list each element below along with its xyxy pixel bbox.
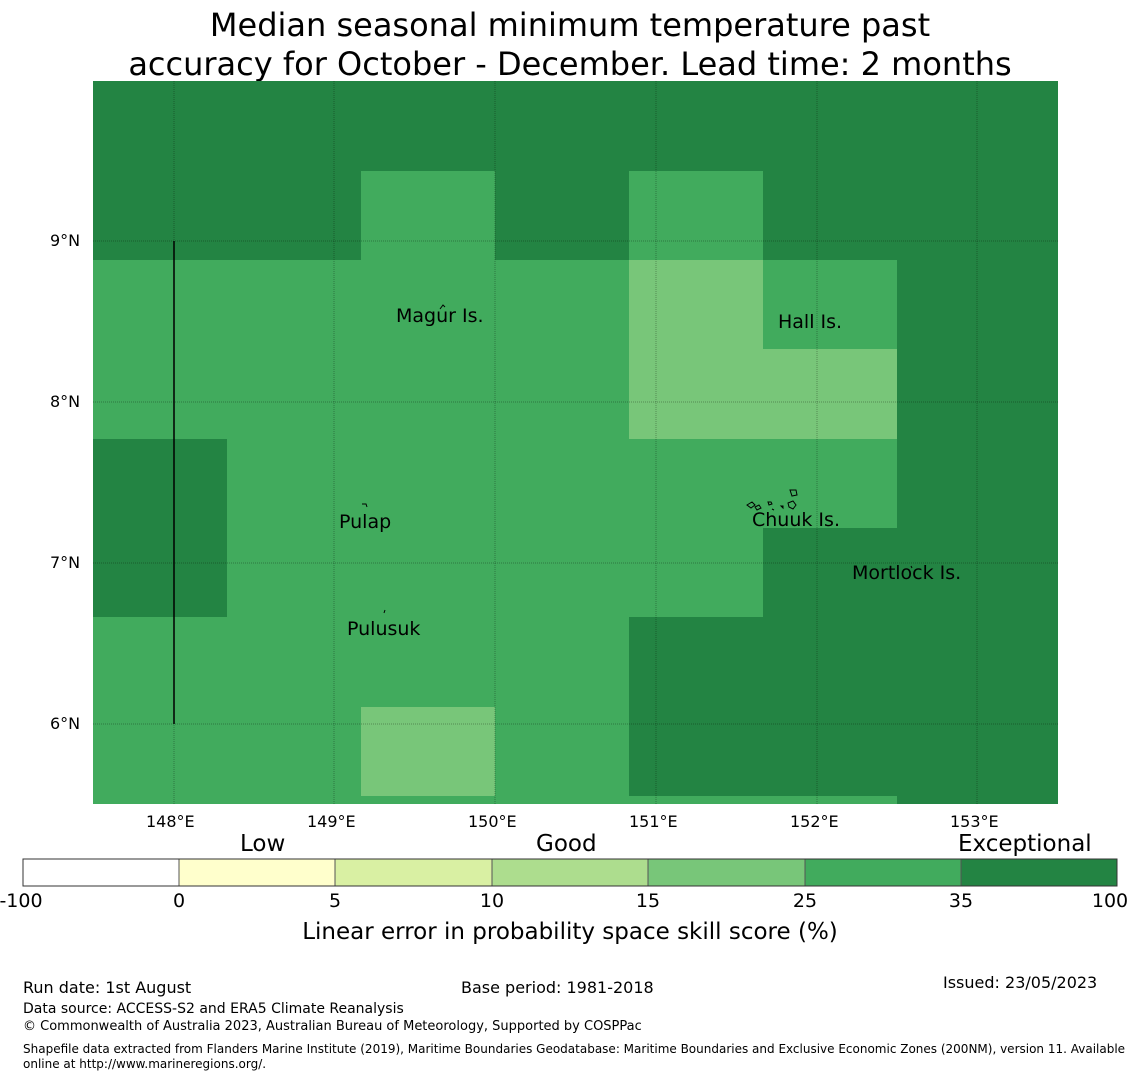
legend-tick: 0 [172, 890, 186, 912]
legend-category-exceptional: Exceptional [958, 831, 1092, 857]
lat-label-7n: 7°N [50, 553, 81, 572]
place-label-pulusuk: Pulusuk [347, 618, 421, 640]
data-source: Data source: ACCESS-S2 and ERA5 Climate … [23, 1001, 404, 1017]
run-date: Run date: 1st August [23, 978, 192, 997]
map-title-line-2: accuracy for October - December. Lead ti… [128, 45, 1012, 83]
legend-tick: 5 [328, 890, 342, 912]
legend-category-good: Good [536, 831, 597, 857]
legend-category-low: Low [240, 831, 286, 857]
lat-label-9n: 9°N [50, 231, 81, 250]
lon-label-150e: 150°E [468, 812, 517, 831]
legend-tick: 10 [479, 890, 505, 912]
issued-date: Issued: 23/05/2023 [943, 973, 1098, 992]
lon-label-148e: 148°E [146, 812, 195, 831]
island-outlines [362, 304, 913, 614]
place-label-pulap: Pulap [339, 511, 392, 533]
lon-label-149e: 149°E [307, 812, 356, 831]
lat-label-8n: 8°N [50, 392, 81, 411]
place-label-mortlock: Mortlock Is. [852, 562, 962, 584]
lon-label-152e: 152°E [790, 812, 839, 831]
lat-label-6n: 6°N [50, 714, 81, 733]
copyright: © Commonwealth of Australia 2023, Austra… [23, 1019, 642, 1034]
lon-label-153e: 153°E [950, 812, 999, 831]
legend-tick: 25 [792, 890, 818, 912]
base-period: Base period: 1981-2018 [461, 978, 654, 997]
graticule [93, 81, 1058, 804]
legend-title: Linear error in probability space skill … [302, 919, 838, 945]
place-label-magur: Magur Is. [396, 305, 484, 327]
lon-label-151e: 151°E [629, 812, 678, 831]
legend-tick: 100 [1091, 890, 1129, 912]
map-title-line-1: Median seasonal minimum temperature past [209, 6, 931, 44]
skill-grid [93, 81, 1058, 804]
place-label-chuuk: Chuuk Is. [752, 509, 840, 531]
place-label-hall: Hall Is. [778, 311, 843, 333]
legend-tick: -100 [0, 890, 43, 912]
legend-tick: 35 [948, 890, 974, 912]
shapefile-credit: Shapefile data extracted from Flanders M… [23, 1042, 1126, 1071]
legend-tick: 15 [635, 890, 661, 912]
colorbar [22, 858, 1118, 887]
